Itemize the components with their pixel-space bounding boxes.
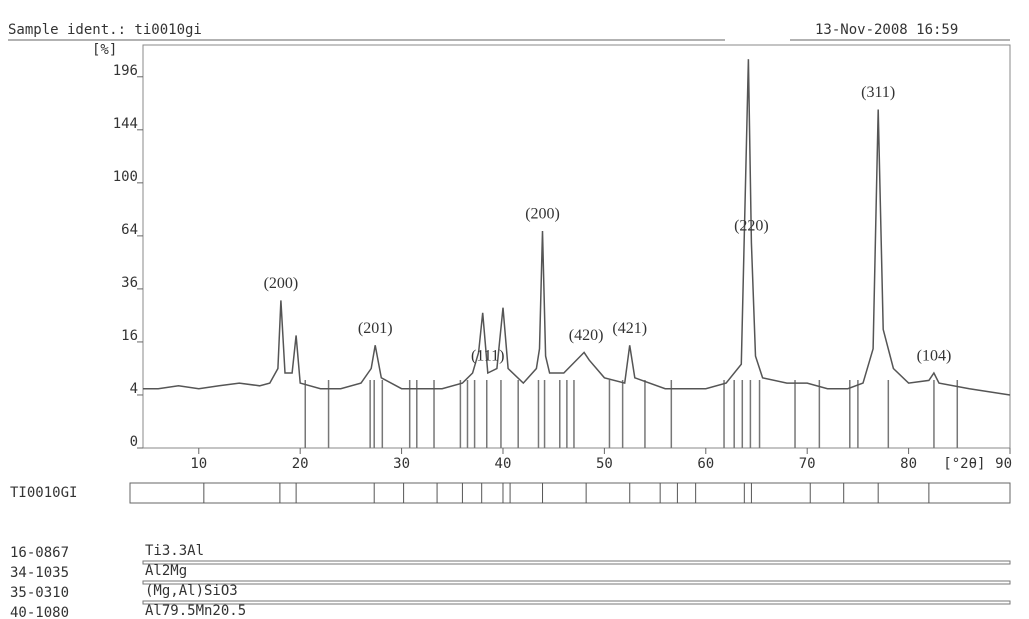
phase-name: (Mg,Al)SiO3 [145, 583, 238, 599]
y-axis-label: [%] [92, 42, 117, 58]
peak-label: (104) [917, 348, 952, 365]
phase-code: 34-1035 [10, 565, 69, 581]
sample-ident: Sample ident.: ti0010gi [8, 22, 202, 38]
x-tick-label: 50 [596, 456, 613, 472]
y-tick-label: 100 [113, 169, 138, 185]
phase-bar [143, 561, 1010, 564]
x-tick-label: 20 [292, 456, 309, 472]
diffraction-trace [143, 59, 1010, 395]
x-tick-label: 80 [900, 456, 917, 472]
x-tick-label: 60 [697, 456, 714, 472]
phase-name: Al79.5Mn20.5 [145, 603, 246, 619]
phase-bar [143, 601, 1010, 604]
x-axis-label: [°2θ] [943, 456, 985, 472]
phase-bar [143, 581, 1010, 584]
plot-frame [143, 45, 1010, 448]
phase-code: 16-0867 [10, 545, 69, 561]
x-tick-label: 70 [799, 456, 816, 472]
phase-code: 40-1080 [10, 605, 69, 619]
y-tick-label: 196 [113, 63, 138, 79]
y-tick-label: 64 [121, 222, 138, 238]
peak-label: (201) [358, 320, 393, 337]
phase-name: Al2Mg [145, 563, 187, 579]
x-tick-label: 90 [995, 456, 1012, 472]
peak-label: (311) [861, 84, 895, 101]
y-tick-label: 36 [121, 275, 138, 291]
y-tick-label: 144 [113, 116, 138, 132]
y-tick-label: 0 [130, 434, 138, 450]
x-tick-label: 10 [190, 456, 207, 472]
peak-label: (111) [471, 348, 504, 365]
date: 13-Nov-2008 16:59 [815, 22, 958, 38]
peak-label: (200) [525, 206, 560, 223]
peak-label: (220) [734, 217, 769, 234]
peak-label: (200) [264, 275, 299, 292]
phase-name: Ti3.3Al [145, 543, 204, 559]
peak-label: (421) [612, 320, 647, 337]
phase-code: 35-0310 [10, 585, 69, 601]
x-tick-label: 30 [393, 456, 410, 472]
xrd-chart: Sample ident.: ti0010gi 13-Nov-2008 16:5… [0, 0, 1029, 619]
y-tick-label: 16 [121, 328, 138, 344]
x-tick-label: 40 [495, 456, 512, 472]
peak-label: (420) [569, 327, 604, 344]
y-tick-label: 4 [130, 381, 138, 397]
sample-name: TI0010GI [10, 485, 77, 501]
